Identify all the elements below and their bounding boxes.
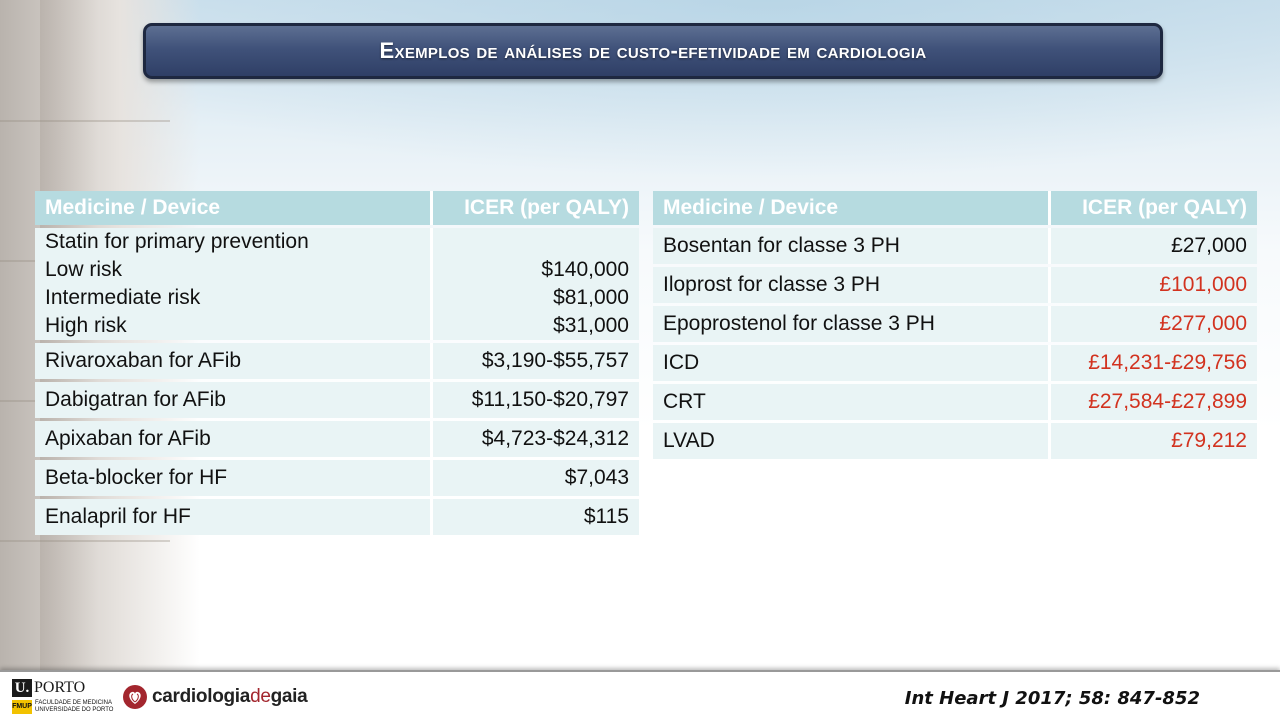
uporto-letter: U. — [12, 679, 32, 697]
uporto-logo: U. PORTO FMUP FACULDADE DE MEDICINA UNIV… — [12, 679, 115, 717]
fmup-line2: UNIVERSIDADE DO PORTO — [35, 707, 114, 713]
icer-cell-highlighted: £277,000 — [1048, 306, 1257, 342]
medicine-cell: Epoprostenol for classe 3 PH — [653, 306, 1048, 342]
gaia-part2: de — [250, 686, 271, 707]
icer-cell: $115 — [430, 499, 639, 535]
statin-high-risk-label: High risk — [45, 314, 127, 337]
medicine-cell: CRT — [653, 384, 1048, 420]
table-row: Apixaban for AFib $4,723-$24,312 — [35, 421, 639, 457]
gaia-part3: gaia — [270, 686, 308, 707]
statin-intermediate-risk-value: $81,000 — [553, 286, 629, 309]
medicine-cell: Bosentan for classe 3 PH — [653, 228, 1048, 264]
right-icer-table: Medicine / Device ICER (per QALY) Bosent… — [653, 188, 1257, 462]
medicine-cell: Enalapril for HF — [35, 499, 430, 535]
table-row: CRT £27,584-£27,899 — [653, 384, 1257, 420]
medicine-cell: Apixaban for AFib — [35, 421, 430, 457]
icer-cell: $3,190-$55,757 — [430, 343, 639, 379]
table-row: Enalapril for HF $115 — [35, 499, 639, 535]
cardiologia-de-gaia-text: cardiologiadegaia — [152, 686, 308, 708]
medicine-cell: Dabigatran for AFib — [35, 382, 430, 418]
statin-value-cell: $140,000 $81,000 $31,000 — [430, 228, 639, 340]
table-header-row: Medicine / Device ICER (per QALY) — [35, 191, 639, 225]
icer-cell: $11,150-$20,797 — [430, 382, 639, 418]
table-row: Rivaroxaban for AFib $3,190-$55,757 — [35, 343, 639, 379]
table-row: Bosentan for classe 3 PH £27,000 — [653, 228, 1257, 264]
column-header-medicine: Medicine / Device — [653, 191, 1048, 225]
table-row: Beta-blocker for HF $7,043 — [35, 460, 639, 496]
statin-high-risk-value: $31,000 — [553, 314, 629, 337]
table-row: ICD £14,231-£29,756 — [653, 345, 1257, 381]
table-row-statin: Statin for primary prevention Low risk I… — [35, 228, 639, 340]
gaia-part1: cardiologia — [152, 686, 251, 707]
icer-cell-highlighted: £27,584-£27,899 — [1048, 384, 1257, 420]
table-row: Dabigatran for AFib $11,150-$20,797 — [35, 382, 639, 418]
icer-cell: £27,000 — [1048, 228, 1257, 264]
fmup-abbr: FMUP — [12, 700, 32, 714]
slide-title-bar: Exemplos de análises de custo-efetividad… — [143, 23, 1163, 79]
citation: Int Heart J 2017; 58: 847-852 — [904, 688, 1200, 709]
fmup-text: FACULDADE DE MEDICINA UNIVERSIDADE DO PO… — [35, 700, 115, 714]
table-row: LVAD £79,212 — [653, 423, 1257, 459]
icer-cell: $7,043 — [430, 460, 639, 496]
medicine-cell: Beta-blocker for HF — [35, 460, 430, 496]
table-row: Iloprost for classe 3 PH £101,000 — [653, 267, 1257, 303]
medicine-cell: Rivaroxaban for AFib — [35, 343, 430, 379]
medicine-cell: Iloprost for classe 3 PH — [653, 267, 1048, 303]
icer-cell-highlighted: £101,000 — [1048, 267, 1257, 303]
statin-low-risk-value: $140,000 — [541, 258, 629, 281]
slide-footer: U. PORTO FMUP FACULDADE DE MEDICINA UNIV… — [0, 670, 1280, 722]
slide-title: Exemplos de análises de custo-efetividad… — [379, 38, 927, 63]
uporto-word: PORTO — [34, 679, 86, 696]
left-icer-table: Medicine / Device ICER (per QALY) Statin… — [35, 188, 639, 538]
fmup-line1: FACULDADE DE MEDICINA — [35, 700, 113, 706]
cardiologia-de-gaia-logo: cardiologiadegaia — [122, 682, 308, 712]
icer-cell-highlighted: £79,212 — [1048, 423, 1257, 459]
statin-low-risk-label: Low risk — [45, 258, 123, 281]
column-header-icer: ICER (per QALY) — [430, 191, 639, 225]
medicine-cell: ICD — [653, 345, 1048, 381]
column-header-icer: ICER (per QALY) — [1048, 191, 1257, 225]
table-row: Epoprostenol for classe 3 PH £277,000 — [653, 306, 1257, 342]
table-header-row: Medicine / Device ICER (per QALY) — [653, 191, 1257, 225]
statin-intermediate-risk-label: Intermediate risk — [45, 286, 201, 309]
icer-cell: $4,723-$24,312 — [430, 421, 639, 457]
column-header-medicine: Medicine / Device — [35, 191, 430, 225]
heart-icon — [123, 685, 147, 709]
icer-cell-highlighted: £14,231-£29,756 — [1048, 345, 1257, 381]
statin-title: Statin for primary prevention — [45, 230, 309, 253]
statin-label-cell: Statin for primary prevention Low risk I… — [35, 228, 430, 340]
medicine-cell: LVAD — [653, 423, 1048, 459]
